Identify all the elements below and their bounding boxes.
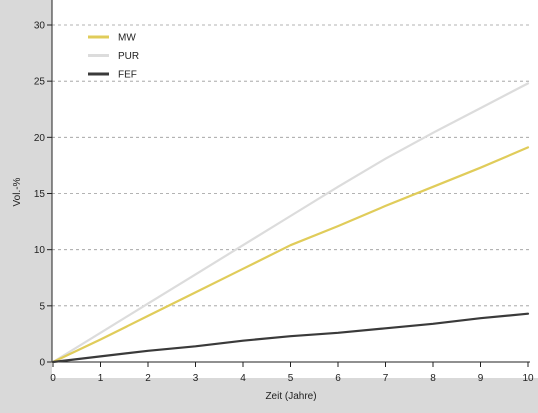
- plot-area: [52, 0, 538, 378]
- x-tick-label: 10: [522, 373, 534, 384]
- y-tick-label: 15: [34, 189, 46, 200]
- y-tick-label: 10: [34, 245, 46, 256]
- x-tick-label: 0: [50, 373, 56, 384]
- x-tick-label: 7: [383, 373, 389, 384]
- x-tick-label: 6: [335, 373, 341, 384]
- x-tick-label: 3: [193, 373, 199, 384]
- legend-label-mw: MW: [118, 33, 136, 44]
- x-tick-label: 5: [288, 373, 294, 384]
- series-line-mw: [51, 146, 530, 364]
- legend-label-fef: FEF: [118, 70, 137, 81]
- x-tick-label: 1: [98, 373, 104, 384]
- x-ticks: 0 1 2 3 4 5 6 7 8 9 10: [50, 362, 534, 384]
- x-tick-label: 2: [145, 373, 151, 384]
- y-ticks: 0 5 10 15 20 25 30: [34, 21, 52, 369]
- series-line-pur: [51, 82, 530, 364]
- y-tick-label: 5: [39, 301, 45, 312]
- x-tick-label: 9: [478, 373, 484, 384]
- x-tick-label: 4: [240, 373, 246, 384]
- grid-lines: [52, 24, 530, 307]
- legend: MW PUR FEF: [88, 33, 139, 81]
- y-tick-label: 0: [39, 358, 45, 369]
- x-axis-title: Zeit (Jahre): [265, 391, 316, 402]
- y-tick-label: 25: [34, 77, 46, 88]
- x-tick-label: 8: [430, 373, 436, 384]
- y-axis-title: Vol.-%: [12, 177, 23, 206]
- legend-label-pur: PUR: [118, 51, 139, 62]
- y-tick-label: 30: [34, 21, 46, 32]
- series-line-fef: [51, 312, 530, 364]
- series-lines: [51, 82, 530, 364]
- y-tick-label: 20: [34, 133, 46, 144]
